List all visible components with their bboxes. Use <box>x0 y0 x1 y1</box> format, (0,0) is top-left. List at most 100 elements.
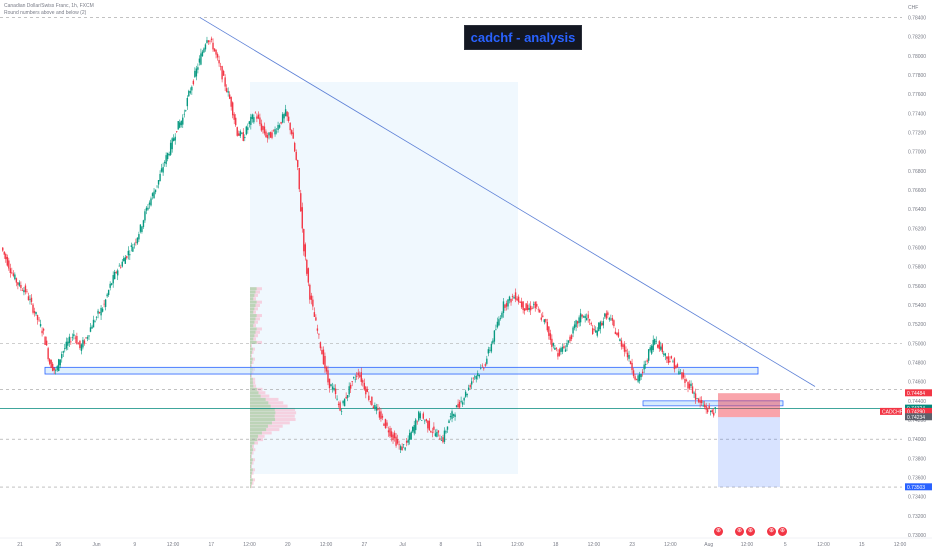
candle-body <box>259 117 261 125</box>
candle-body <box>520 301 523 308</box>
event-icon[interactable]: ⊕ <box>767 527 776 536</box>
candle-body <box>253 117 255 123</box>
candle-body <box>343 398 346 407</box>
candle-body <box>542 315 544 317</box>
volume-profile-bar <box>250 391 259 395</box>
volume-profile-bar <box>250 347 253 351</box>
candle-body <box>287 116 290 122</box>
y-tick-label: 0.73800 <box>908 456 926 462</box>
candle-body <box>290 130 293 134</box>
candle-body <box>39 324 42 327</box>
symbol-tag-bg <box>880 407 902 415</box>
x-tick-label: 12:00 <box>741 542 754 548</box>
candle-body <box>135 241 137 243</box>
candle-body <box>123 258 125 262</box>
candle-body <box>129 254 131 256</box>
candle-body <box>27 296 30 301</box>
candle-body <box>115 271 117 273</box>
candle-body <box>151 193 154 197</box>
event-icon[interactable]: ⊕ <box>778 527 787 536</box>
candle-body <box>281 114 284 123</box>
candle-body <box>336 398 338 400</box>
candle-body <box>486 358 488 364</box>
candle-body <box>248 121 251 125</box>
candle-body <box>557 353 559 357</box>
candle-body <box>625 349 627 352</box>
candle-body <box>14 274 16 280</box>
candle-body <box>262 126 264 130</box>
candle-body <box>201 51 204 57</box>
y-tick-label: 0.76200 <box>908 226 926 232</box>
candle-body <box>622 344 624 348</box>
y-tick-label: 0.77800 <box>908 73 926 79</box>
price-tag-current: 0.74290 <box>907 409 925 415</box>
y-tick-label: 0.76000 <box>908 246 926 252</box>
price-tag-target-bg <box>905 483 932 491</box>
symbol-line: Canadian Dollar/Swiss Franc, 1h, FXCM <box>4 3 94 9</box>
candle-body <box>667 356 670 363</box>
candle-body <box>489 349 491 351</box>
candle-body <box>418 411 420 421</box>
candle-body <box>62 351 64 353</box>
candle-body <box>228 94 231 99</box>
volume-profile-bar <box>250 421 272 425</box>
candle-body <box>328 378 331 389</box>
volume-profile-bar <box>250 451 252 455</box>
candle-body <box>212 42 214 50</box>
candle-body <box>103 303 105 305</box>
volume-profile-bar <box>250 458 253 462</box>
candle-body <box>346 395 349 398</box>
candle-body <box>407 439 409 443</box>
event-icon[interactable]: ⊕ <box>746 527 755 536</box>
candle-body <box>124 257 126 264</box>
candle-body <box>356 375 358 377</box>
candle-body <box>21 290 24 291</box>
candle-body <box>29 299 31 300</box>
candle-body <box>588 319 591 321</box>
candle-body <box>522 301 524 311</box>
candle-body <box>510 299 512 303</box>
candle-body <box>92 319 95 328</box>
y-tick-label: 0.78400 <box>908 16 926 22</box>
candle-body <box>536 303 538 307</box>
y-tick-label: 0.77400 <box>908 111 926 117</box>
candle-body <box>83 340 86 344</box>
candle-body <box>292 132 294 139</box>
x-tick-label: 11 <box>477 542 482 548</box>
take-profit-box <box>718 417 780 488</box>
candle-body <box>616 332 618 336</box>
price-tag-upper: 0.74484 <box>907 391 925 397</box>
candle-body <box>41 330 43 334</box>
candle-body <box>112 275 114 284</box>
volume-profile-bar <box>250 374 252 378</box>
candle-body <box>35 311 37 315</box>
event-icon[interactable]: ⊕ <box>735 527 744 536</box>
candle-body <box>424 420 426 422</box>
candle-body <box>80 344 83 351</box>
volume-profile-bar <box>250 314 257 318</box>
candle-body <box>384 419 387 429</box>
candle-body <box>198 58 201 63</box>
candle-body <box>357 372 359 376</box>
candle-body <box>631 362 633 371</box>
y-tick-label: 0.74200 <box>908 418 926 424</box>
candle-body <box>86 337 89 339</box>
candle-body <box>334 388 337 394</box>
x-tick-label: 12:00 <box>320 542 333 548</box>
candle-body <box>619 339 621 342</box>
candle-body <box>362 380 364 383</box>
candle-body <box>455 405 458 408</box>
candle-body <box>18 282 21 286</box>
candle-body <box>238 133 240 136</box>
candle-body <box>294 142 296 152</box>
candle-body <box>483 368 485 369</box>
candle-body <box>95 317 98 318</box>
candle-body <box>101 308 104 312</box>
event-icon[interactable]: ⊕ <box>714 527 723 536</box>
candle-body <box>313 312 316 317</box>
candle-body <box>646 360 648 362</box>
candle-body <box>620 340 623 347</box>
candle-body <box>207 40 210 43</box>
candle-body <box>98 312 101 313</box>
